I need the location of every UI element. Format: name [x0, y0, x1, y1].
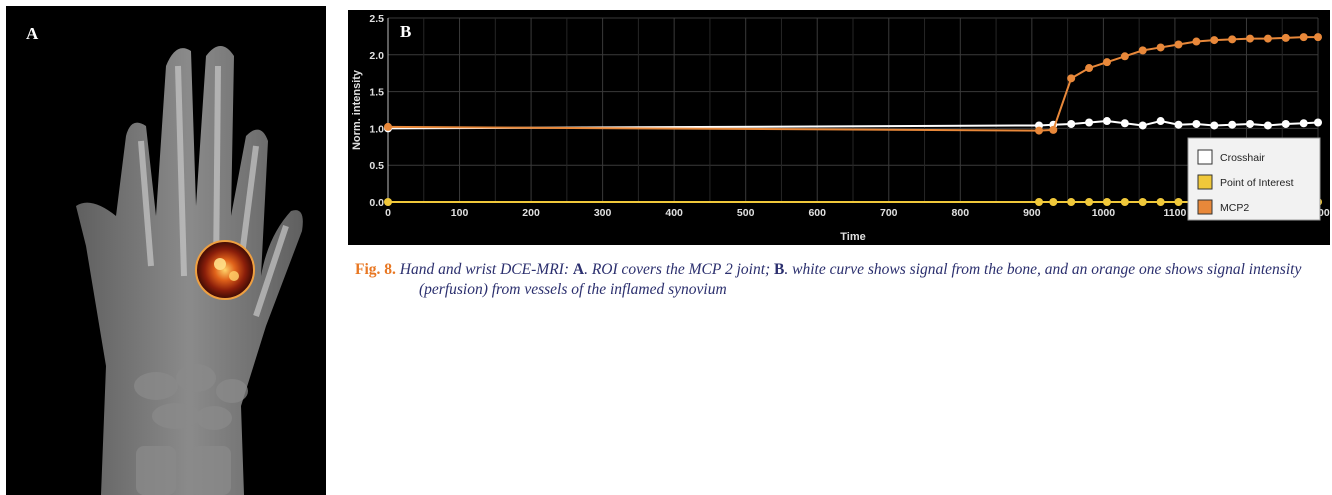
data-point: [1049, 125, 1058, 134]
data-point: [1138, 121, 1147, 130]
data-point: [1067, 74, 1076, 83]
roi-circle: [195, 240, 255, 300]
data-point: [1035, 198, 1043, 206]
data-point: [1138, 198, 1147, 206]
x-tick-label: 600: [808, 207, 826, 219]
legend-label: Crosshair: [1220, 152, 1265, 164]
y-axis-label: Norm. intensity: [351, 69, 363, 150]
data-point: [1228, 35, 1237, 44]
caption-ref-b: B: [774, 261, 785, 278]
data-point: [1085, 118, 1094, 127]
caption-ref-a: A: [572, 261, 585, 278]
x-tick-label: 200: [522, 207, 540, 219]
chart-series: [384, 33, 1322, 206]
data-point: [1120, 52, 1129, 61]
legend-swatch: [1197, 149, 1213, 165]
x-tick-label: 700: [880, 207, 898, 219]
data-point: [1210, 36, 1219, 45]
perfusion-chart: 0100200300400500600700800900100011001200…: [348, 10, 1330, 245]
data-point: [1314, 33, 1322, 42]
y-tick-label: 1.5: [369, 87, 384, 99]
figure-caption: Fig. 8. Hand and wrist DCE-MRI: A. ROI c…: [355, 260, 1327, 300]
data-point: [1299, 33, 1308, 42]
data-point: [1299, 119, 1308, 128]
x-tick-label: 900: [1023, 207, 1041, 219]
x-tick-label: 100: [451, 207, 469, 219]
x-tick-label: 400: [665, 207, 683, 219]
caption-text-3: . white curve shows signal from the bone…: [419, 261, 1302, 298]
legend-swatch: [1197, 199, 1213, 215]
y-tick-label: 0.0: [369, 197, 384, 209]
y-tick-label: 2.5: [369, 13, 384, 25]
data-point: [1263, 121, 1272, 130]
data-point: [1281, 33, 1290, 42]
data-point: [1120, 119, 1129, 128]
chart-legend: Crosshair Point of Interest MCP2: [1187, 137, 1321, 221]
data-point: [1228, 120, 1237, 129]
data-point: [1035, 126, 1043, 135]
data-point: [1192, 119, 1201, 128]
figure-number: Fig. 8.: [355, 261, 396, 278]
data-point: [1085, 64, 1094, 73]
data-point: [1138, 46, 1147, 55]
legend-label: Point of Interest: [1220, 177, 1294, 189]
panel-a-label: A: [26, 24, 39, 43]
data-point: [1246, 34, 1255, 43]
data-point: [384, 198, 392, 206]
hand-silhouette: [76, 46, 303, 495]
data-point: [1281, 119, 1290, 128]
data-point: [1067, 198, 1076, 206]
x-tick-label: 800: [952, 207, 970, 219]
data-point: [1210, 121, 1219, 130]
data-point: [1174, 40, 1183, 49]
chart-grid: [387, 17, 1319, 203]
data-point: [1085, 198, 1094, 206]
carpal-bones: [134, 364, 248, 495]
legend-label: MCP2: [1220, 202, 1249, 214]
y-tick-label: 1.0: [369, 123, 384, 135]
data-point: [1102, 117, 1111, 126]
y-tick-label: 2.0: [369, 50, 384, 62]
data-point: [1174, 198, 1183, 206]
x-tick-label: 1100: [1164, 207, 1187, 219]
data-point: [1156, 198, 1165, 206]
data-point: [1314, 118, 1322, 127]
x-tick-label: 0: [385, 207, 391, 219]
data-point: [1192, 37, 1201, 46]
data-point: [1246, 119, 1255, 128]
data-point: [1156, 43, 1165, 52]
chart-svg: 0100200300400500600700800900100011001200…: [351, 13, 1330, 243]
x-tick-label: 1000: [1092, 207, 1116, 219]
mri-hand-image: A: [6, 6, 326, 495]
data-point: [1102, 58, 1111, 67]
x-axis-label: Time: [840, 231, 865, 243]
caption-text-2: . ROI covers the MCP 2 joint;: [584, 261, 775, 278]
data-point: [1049, 198, 1058, 206]
y-tick-label: 0.5: [369, 160, 384, 172]
x-tick-label: 300: [594, 207, 612, 219]
mri-hand-illustration: [76, 46, 303, 495]
data-point: [1174, 120, 1183, 129]
data-point: [1120, 198, 1129, 206]
data-point: [1263, 34, 1272, 43]
data-point: [384, 122, 392, 131]
data-point: [1156, 117, 1165, 126]
data-point: [1067, 119, 1076, 128]
panel-b-label: B: [400, 22, 412, 41]
data-point: [1102, 198, 1111, 206]
caption-text-1: Hand and wrist DCE-MRI:: [399, 261, 573, 278]
legend-swatch: [1197, 174, 1213, 190]
x-tick-label: 500: [737, 207, 755, 219]
